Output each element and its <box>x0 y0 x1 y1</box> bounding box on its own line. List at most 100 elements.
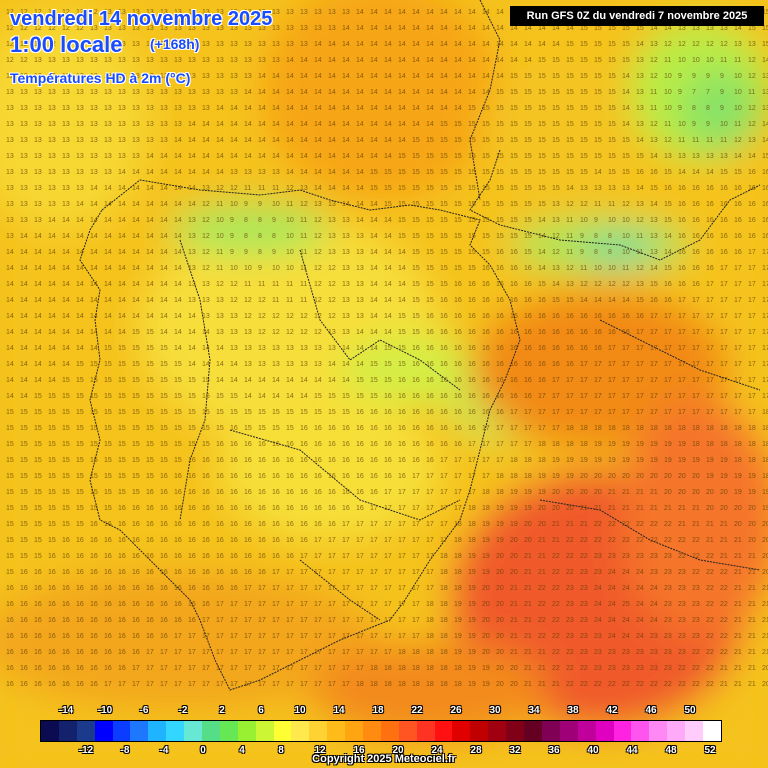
svg-text:14: 14 <box>48 329 56 336</box>
svg-text:17: 17 <box>286 633 294 640</box>
svg-text:15: 15 <box>454 137 462 144</box>
legend-bottom-tick: 52 <box>704 745 715 756</box>
svg-text:12: 12 <box>62 25 70 32</box>
svg-text:16: 16 <box>356 489 364 496</box>
svg-text:24: 24 <box>636 585 644 592</box>
svg-text:11: 11 <box>566 233 573 240</box>
svg-text:17: 17 <box>692 345 700 352</box>
svg-text:14: 14 <box>6 361 14 368</box>
svg-text:13: 13 <box>230 89 238 96</box>
svg-text:14: 14 <box>328 89 336 96</box>
svg-text:14: 14 <box>412 25 420 32</box>
svg-text:13: 13 <box>118 9 126 16</box>
svg-text:14: 14 <box>412 41 420 48</box>
svg-text:13: 13 <box>300 185 308 192</box>
svg-text:22: 22 <box>538 585 546 592</box>
svg-text:15: 15 <box>468 217 476 224</box>
svg-text:13: 13 <box>188 265 196 272</box>
svg-text:16: 16 <box>356 441 364 448</box>
svg-text:16: 16 <box>342 457 350 464</box>
svg-text:14: 14 <box>104 329 112 336</box>
svg-text:19: 19 <box>636 441 644 448</box>
svg-text:9: 9 <box>706 121 710 128</box>
svg-text:14: 14 <box>174 265 182 272</box>
svg-text:12: 12 <box>328 265 336 272</box>
svg-text:16: 16 <box>230 521 238 528</box>
svg-text:12: 12 <box>566 201 574 208</box>
svg-text:14: 14 <box>188 201 196 208</box>
svg-text:17: 17 <box>202 633 210 640</box>
svg-text:13: 13 <box>314 9 322 16</box>
svg-text:14: 14 <box>20 281 28 288</box>
svg-text:14: 14 <box>132 297 140 304</box>
svg-text:14: 14 <box>566 25 574 32</box>
svg-text:13: 13 <box>580 185 588 192</box>
svg-text:15: 15 <box>412 185 420 192</box>
svg-text:16: 16 <box>524 345 532 352</box>
svg-text:16: 16 <box>706 201 714 208</box>
svg-text:16: 16 <box>244 553 252 560</box>
svg-text:19: 19 <box>552 457 560 464</box>
svg-text:19: 19 <box>454 601 462 608</box>
svg-text:14: 14 <box>398 297 406 304</box>
svg-text:14: 14 <box>314 137 322 144</box>
svg-text:16: 16 <box>62 537 70 544</box>
svg-text:13: 13 <box>76 57 84 64</box>
svg-text:10: 10 <box>608 265 616 272</box>
svg-text:13: 13 <box>90 73 98 80</box>
svg-text:16: 16 <box>76 617 84 624</box>
svg-text:16: 16 <box>482 345 490 352</box>
svg-text:15: 15 <box>174 377 182 384</box>
svg-text:16: 16 <box>216 505 224 512</box>
svg-text:16: 16 <box>356 409 364 416</box>
svg-text:16: 16 <box>202 585 210 592</box>
svg-text:16: 16 <box>510 345 518 352</box>
svg-text:16: 16 <box>524 281 532 288</box>
svg-text:21: 21 <box>762 649 768 656</box>
svg-text:15: 15 <box>48 393 56 400</box>
svg-text:16: 16 <box>90 601 98 608</box>
svg-text:14: 14 <box>356 329 364 336</box>
svg-text:14: 14 <box>398 57 406 64</box>
svg-text:10: 10 <box>272 201 280 208</box>
svg-text:15: 15 <box>524 89 532 96</box>
svg-text:16: 16 <box>76 665 84 672</box>
svg-text:14: 14 <box>398 25 406 32</box>
svg-text:17: 17 <box>244 665 252 672</box>
svg-text:15: 15 <box>230 393 238 400</box>
svg-text:16: 16 <box>48 665 56 672</box>
svg-text:18: 18 <box>398 649 406 656</box>
svg-text:14: 14 <box>90 201 98 208</box>
svg-text:22: 22 <box>636 537 644 544</box>
svg-text:21: 21 <box>524 665 532 672</box>
svg-text:16: 16 <box>48 681 56 688</box>
svg-text:15: 15 <box>762 41 768 48</box>
svg-text:14: 14 <box>678 169 686 176</box>
svg-text:15: 15 <box>524 249 532 256</box>
svg-text:18: 18 <box>608 425 616 432</box>
svg-text:15: 15 <box>426 137 434 144</box>
svg-text:16: 16 <box>104 537 112 544</box>
svg-text:15: 15 <box>468 265 476 272</box>
svg-text:15: 15 <box>6 569 14 576</box>
svg-text:15: 15 <box>594 73 602 80</box>
svg-text:14: 14 <box>384 57 392 64</box>
svg-text:16: 16 <box>216 569 224 576</box>
svg-text:17: 17 <box>286 569 294 576</box>
svg-text:19: 19 <box>762 505 768 512</box>
svg-text:14: 14 <box>62 329 70 336</box>
svg-text:21: 21 <box>678 505 686 512</box>
svg-text:9: 9 <box>258 265 262 272</box>
svg-text:22: 22 <box>622 681 630 688</box>
svg-text:15: 15 <box>580 105 588 112</box>
svg-text:17: 17 <box>734 281 742 288</box>
legend-swatch <box>166 721 185 741</box>
svg-text:17: 17 <box>440 537 448 544</box>
svg-text:16: 16 <box>538 345 546 352</box>
svg-text:20: 20 <box>510 537 518 544</box>
svg-text:24: 24 <box>608 601 616 608</box>
svg-text:16: 16 <box>160 521 168 528</box>
svg-text:16: 16 <box>202 457 210 464</box>
svg-text:14: 14 <box>594 297 602 304</box>
legend-swatch <box>255 721 274 741</box>
